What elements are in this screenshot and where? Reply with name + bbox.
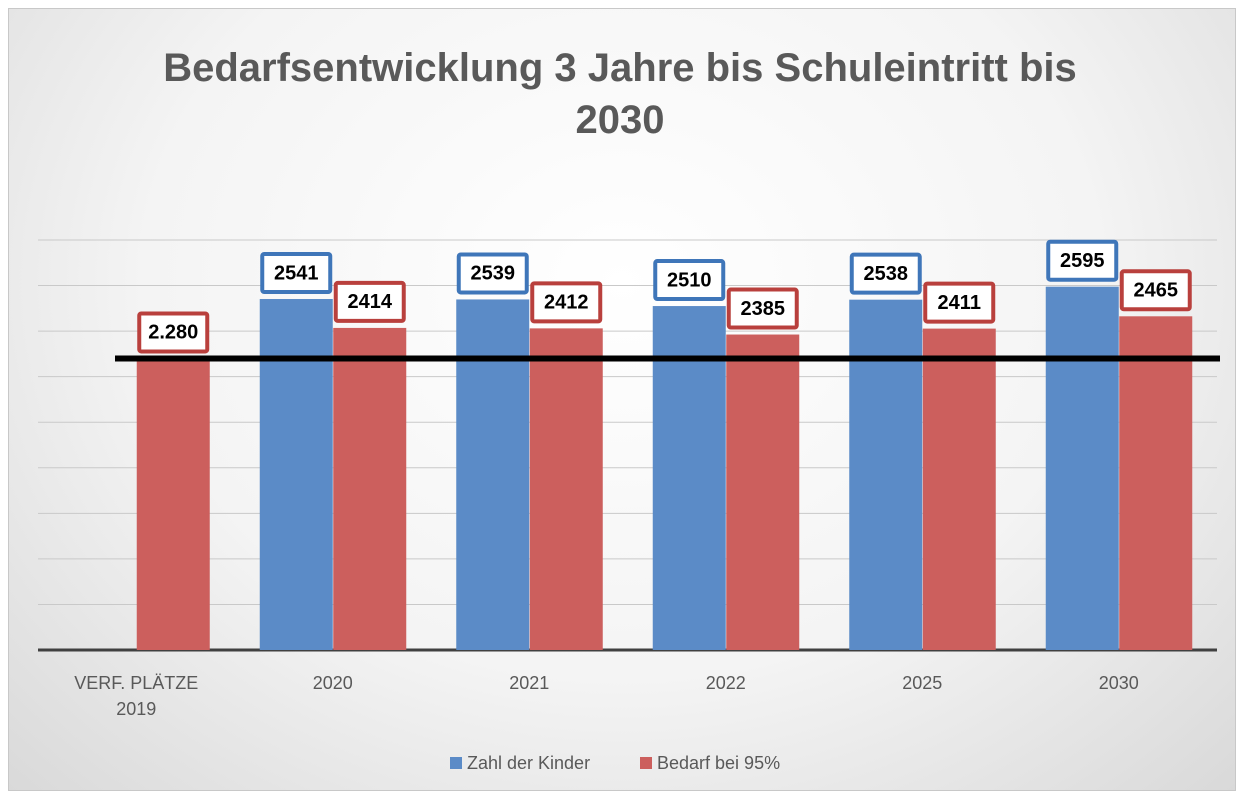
- bar: [259, 298, 333, 650]
- data-label-box: [456, 252, 529, 295]
- chart-title: Bedarfsentwicklung 3 Jahre bis Schuleint…: [163, 46, 1077, 142]
- data-label-box: [1119, 269, 1192, 312]
- data-label: 2.280: [148, 322, 198, 344]
- legend-label: Bedarf bei 95%: [657, 753, 780, 773]
- data-label-box: [726, 287, 799, 330]
- x-tick-label: 2022: [705, 673, 746, 693]
- bar: [726, 334, 800, 650]
- x-tick-label: 2021: [509, 673, 550, 693]
- data-label: 2510: [667, 269, 712, 291]
- bar: [1045, 286, 1119, 650]
- data-label: 2414: [348, 291, 393, 313]
- data-label: 2465: [1134, 280, 1179, 302]
- data-label-box: [923, 281, 996, 324]
- legend-label: Zahl der Kinder: [467, 753, 590, 773]
- data-label-box: [333, 280, 406, 323]
- data-label-box: [137, 311, 210, 354]
- data-label: 2595: [1060, 250, 1105, 272]
- data-label-box: [653, 259, 726, 302]
- x-tick-label: 2020: [312, 673, 353, 693]
- data-label-box: [530, 281, 603, 324]
- data-label: 2539: [471, 263, 516, 285]
- bar: [652, 306, 726, 650]
- data-label: 2541: [274, 262, 319, 284]
- bar: [922, 328, 996, 650]
- data-label: 2385: [741, 298, 786, 320]
- legend-swatch: [640, 757, 652, 769]
- data-label: 2411: [938, 292, 981, 314]
- bar: [1119, 316, 1193, 650]
- x-tick-label: VERF. PLÄTZE 2019: [74, 673, 199, 719]
- x-tick-label: 2025: [902, 673, 943, 693]
- bar: [136, 358, 210, 650]
- x-tick-label: 2030: [1098, 673, 1139, 693]
- data-label-box: [1046, 239, 1119, 282]
- legend-swatch: [450, 757, 462, 769]
- bar: [849, 299, 923, 650]
- chart-area: [8, 8, 1236, 791]
- data-label: 2412: [544, 292, 589, 314]
- data-label-box: [260, 251, 333, 294]
- bar: [333, 327, 407, 650]
- data-label: 2538: [864, 263, 909, 285]
- bar: [529, 328, 603, 650]
- data-label-box: [849, 252, 922, 295]
- bar: [456, 299, 530, 650]
